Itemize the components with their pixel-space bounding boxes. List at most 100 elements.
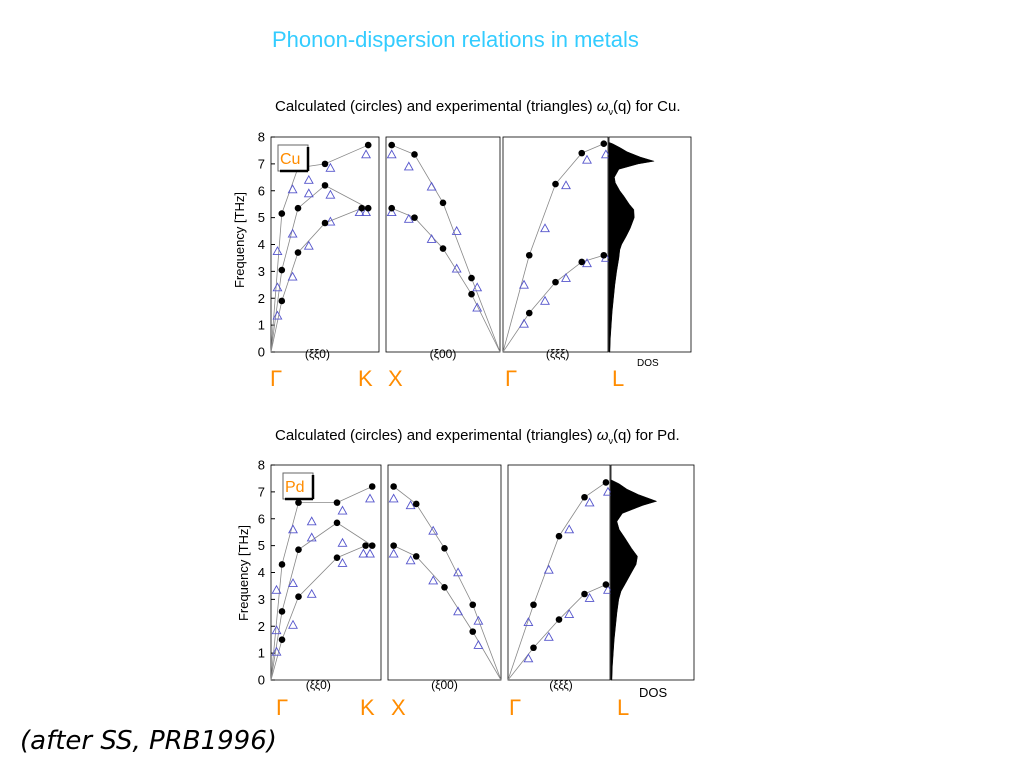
pd-experimental-point <box>306 516 317 526</box>
cu-experimental-point <box>582 154 592 164</box>
pd-calculated-point <box>555 616 563 623</box>
cu-calculated-point <box>411 214 418 221</box>
pd-experimental-point <box>271 646 282 656</box>
pd-calculated-point <box>295 499 302 506</box>
cu-calculated-point <box>321 160 329 168</box>
pd-calculated-point <box>441 583 448 591</box>
pd-calculated-point <box>581 493 588 501</box>
cu-symmetry-label: Γ <box>505 366 517 391</box>
pd-experimental-point <box>453 567 464 577</box>
cu-direction-label: (ξξξ) <box>546 347 569 361</box>
pd-experimental-point <box>473 615 484 625</box>
pd-direction-label: (ξξ0) <box>306 678 331 692</box>
cu-experimental-point <box>540 223 550 233</box>
cu-ytick-label: 7 <box>258 156 265 171</box>
cu-experimental-point <box>426 233 437 243</box>
pd-dispersion-curve <box>393 545 502 681</box>
pd-experimental-point <box>473 639 484 649</box>
pd-panel-frame <box>507 464 611 681</box>
cu-symmetry-label: L <box>612 366 624 391</box>
pd-dispersion-curve <box>270 522 373 681</box>
pd-direction-label: (ξ00) <box>431 678 458 692</box>
cu-calculated-point <box>439 245 447 252</box>
pd-subtitle: Calculated (circles) and experimental (t… <box>275 427 680 446</box>
pd-experimental-point <box>564 609 575 618</box>
pd-ytick-label: 1 <box>258 646 265 661</box>
cu-experimental-point <box>386 149 397 159</box>
cu-direction-label: (ξ00) <box>430 347 457 361</box>
cu-symmetry-label: Γ <box>270 366 282 391</box>
pd-experimental-point <box>602 584 613 594</box>
pd-calculated-point <box>555 532 563 540</box>
cu-dispersion-curve <box>502 254 604 353</box>
pd-direction-label: (ξξξ) <box>549 678 572 692</box>
cu-experimental-point <box>426 181 437 191</box>
pd-calculated-point <box>530 644 537 652</box>
cu-experimental-point <box>519 279 529 289</box>
cu-experimental-point <box>325 162 336 172</box>
pd-dispersion-curve <box>270 486 373 681</box>
pd-experimental-point <box>453 606 464 616</box>
pd-ytick-label: 3 <box>258 592 265 607</box>
pd-experimental-point <box>337 557 348 567</box>
cu-ytick-label: 6 <box>258 183 265 198</box>
pd-dispersion-curve <box>393 486 502 681</box>
pd-experimental-point <box>365 493 375 503</box>
pd-experimental-point <box>388 493 399 503</box>
cu-experimental-point <box>303 240 314 250</box>
cu-experimental-point <box>303 188 314 198</box>
pd-experimental-point <box>337 505 348 515</box>
cu-experimental-point <box>403 161 414 171</box>
cu-experimental-point <box>272 310 283 320</box>
cu-experimental-point <box>287 271 298 281</box>
cu-ytick-label: 2 <box>258 291 265 306</box>
slide-title: Phonon-dispersion relations in metals <box>272 27 639 52</box>
cu-experimental-point <box>272 282 283 292</box>
pd-experimental-point <box>543 631 554 641</box>
pd-calculated-point <box>581 590 588 598</box>
pd-experimental-point <box>428 575 439 585</box>
pd-experimental-point <box>271 584 282 594</box>
cu-calculated-point <box>321 219 329 227</box>
pd-ytick-label: 4 <box>258 565 265 580</box>
pd-experimental-point <box>271 625 282 635</box>
cu-experimental-point <box>472 282 483 292</box>
cu-panel-frame <box>270 136 380 353</box>
cu-calculated-point <box>578 149 586 157</box>
pd-calculated-point <box>333 499 341 506</box>
pd-symmetry-label: K <box>360 695 375 720</box>
pd-calculated-point <box>469 601 477 609</box>
pd-experimental-point <box>288 524 298 534</box>
cu-calculated-point <box>552 278 559 286</box>
cu-experimental-point <box>287 184 298 194</box>
pd-experimental-point <box>365 548 375 558</box>
cu-experimental-point <box>287 228 298 238</box>
pd-experimental-point <box>337 537 348 547</box>
cu-calculated-point <box>294 249 302 256</box>
cu-calculated-point <box>278 210 286 217</box>
cu-experimental-point <box>403 213 414 223</box>
cu-symmetry-label: X <box>388 366 403 391</box>
cu-calculated-point <box>358 204 366 212</box>
cu-calculated-point <box>388 141 396 149</box>
pd-calculated-point <box>278 636 286 643</box>
pd-material-tag: Pd <box>285 479 305 496</box>
cu-ytick-label: 3 <box>258 264 265 279</box>
cu-experimental-point <box>361 149 372 159</box>
cu-panel-frame <box>385 136 501 353</box>
cu-dispersion-curve <box>270 144 369 353</box>
cu-experimental-point <box>361 207 372 217</box>
pd-ytick-label: 6 <box>258 511 265 526</box>
pd-dispersion-curve <box>507 584 607 681</box>
pd-experimental-point <box>523 653 534 663</box>
pd-calculated-point <box>469 628 477 635</box>
cu-calculated-point <box>552 180 559 188</box>
pd-ytick-label: 8 <box>258 458 265 473</box>
pd-symmetry-label: X <box>391 695 406 720</box>
pd-subtitle-nu: ν <box>608 436 613 446</box>
pd-dos-curve <box>610 479 658 681</box>
cu-calculated-point <box>525 251 533 259</box>
pd-symmetry-label: Γ <box>509 695 521 720</box>
pd-symmetry-label: L <box>617 695 629 720</box>
